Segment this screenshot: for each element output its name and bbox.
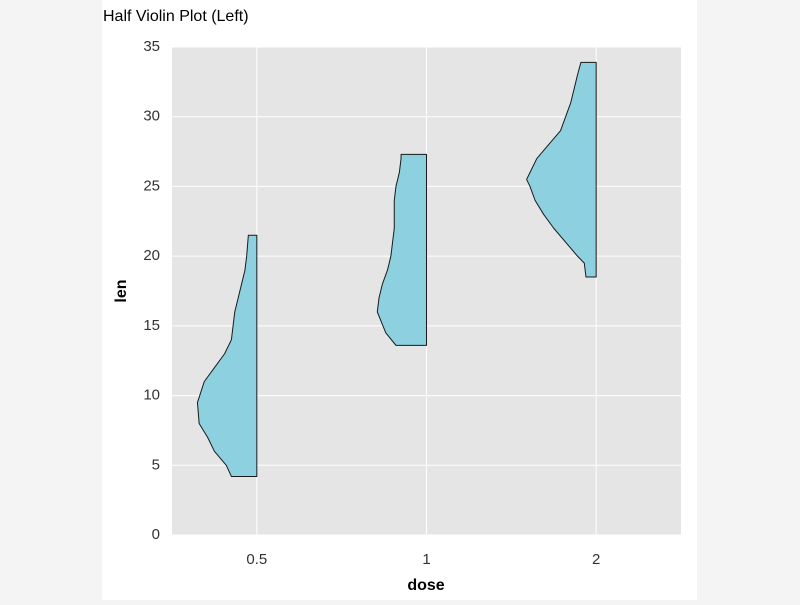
y-tick-label: 30 xyxy=(143,108,160,125)
y-tick-label: 35 xyxy=(143,38,160,55)
y-tick-label: 25 xyxy=(143,177,160,194)
y-tick-label: 0 xyxy=(152,526,160,543)
violin xyxy=(196,234,258,477)
y-axis-label: len xyxy=(113,279,130,302)
violin xyxy=(376,153,427,346)
y-tick-label: 10 xyxy=(143,387,160,404)
y-tick-label: 15 xyxy=(143,317,160,334)
chart-title: Half Violin Plot (Left) xyxy=(103,8,249,25)
x-tick-label: 1 xyxy=(422,551,430,568)
y-tick-label: 20 xyxy=(143,247,160,264)
x-tick-label: 2 xyxy=(592,551,600,568)
x-axis-label: dose xyxy=(407,577,444,594)
x-tick-label: 0.5 xyxy=(246,551,267,568)
violin xyxy=(526,61,597,278)
y-tick-label: 5 xyxy=(152,456,160,473)
